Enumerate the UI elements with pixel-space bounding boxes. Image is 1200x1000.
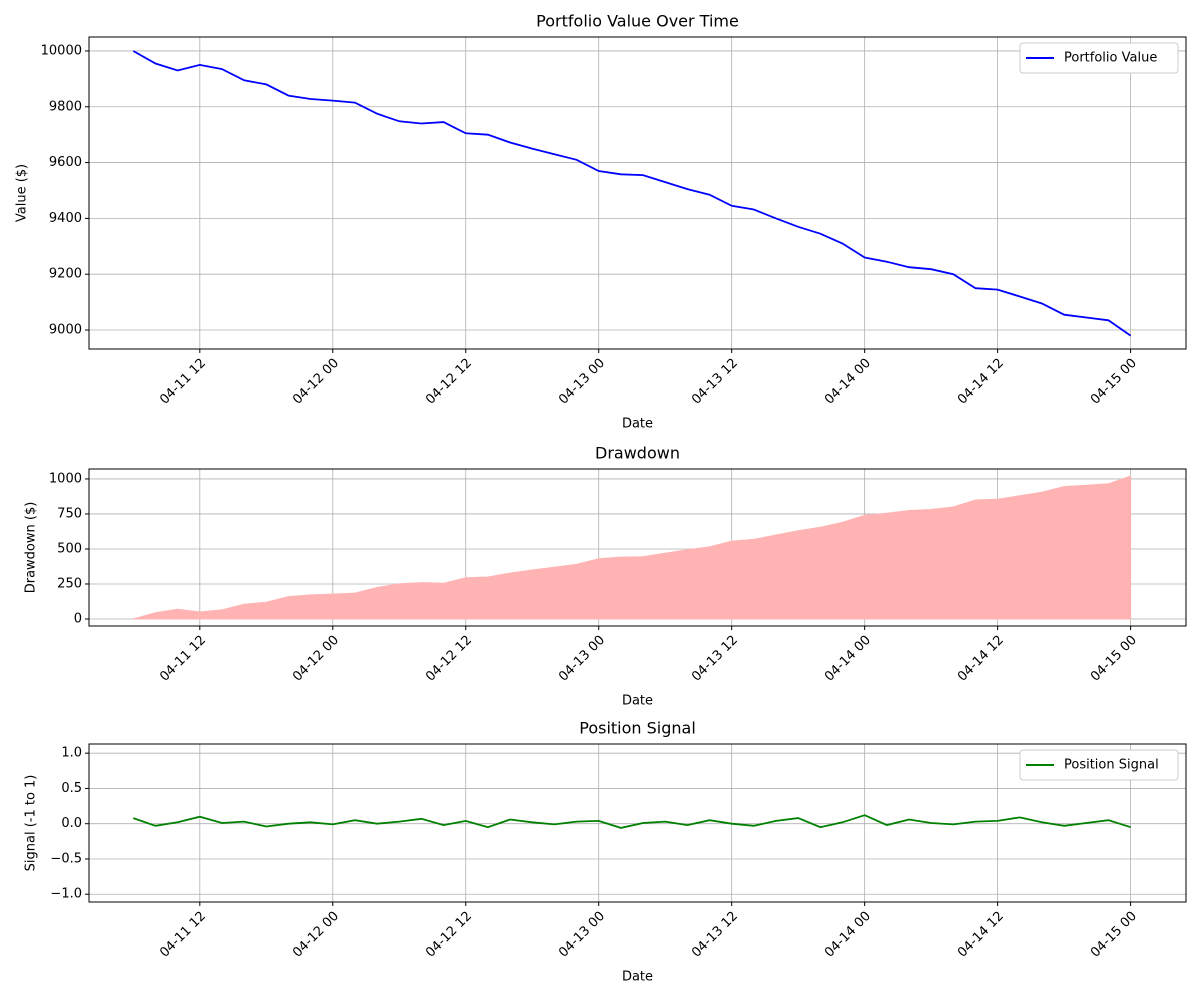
x-tick-label: 04-13 12 (689, 356, 741, 408)
y-tick-label: 0.0 (61, 816, 82, 831)
x-tick-label: 04-13 00 (556, 356, 608, 408)
y-tick-label: 0.5 (61, 781, 82, 796)
legend-label: Portfolio Value (1064, 51, 1157, 66)
x-tick-label: 04-13 12 (689, 633, 741, 685)
x-tick-label: 04-11 12 (157, 909, 209, 961)
x-tick-label: 04-13 00 (556, 633, 608, 685)
y-tick-label: 0 (74, 611, 82, 626)
x-tick-label: 04-14 00 (822, 356, 874, 408)
y-tick-label: 9000 (49, 323, 82, 338)
x-tick-label: 04-12 12 (423, 633, 475, 685)
x-tick-label: 04-12 00 (290, 356, 342, 408)
y-tick-label: 750 (57, 506, 82, 521)
line (132, 50, 1132, 337)
x-tick-label: 04-11 12 (157, 633, 209, 685)
y-tick-label: 9600 (49, 155, 82, 170)
x-tick-label: 04-14 12 (955, 909, 1007, 961)
legend-box (1019, 42, 1179, 74)
chart-title: Position Signal (579, 719, 696, 738)
chart-title: Drawdown (595, 444, 680, 463)
y-tick-label: 9800 (49, 99, 82, 114)
y-tick-label: 1000 (49, 471, 82, 486)
plot-frame (88, 743, 1187, 903)
y-tick-label: 9200 (49, 267, 82, 282)
plot-frame (88, 468, 1187, 627)
x-tick-label: 04-14 12 (955, 356, 1007, 408)
area (133, 475, 1132, 620)
x-axis-label: Date (622, 970, 653, 985)
x-tick-label: 04-14 12 (955, 633, 1007, 685)
x-tick-label: 04-14 00 (822, 909, 874, 961)
x-tick-label: 04-14 00 (822, 633, 874, 685)
x-tick-label: 04-13 00 (556, 909, 608, 961)
x-tick-label: 04-12 12 (423, 356, 475, 408)
y-tick-label: 1.0 (61, 746, 82, 761)
y-axis-label: Value ($) (15, 164, 30, 222)
y-tick-label: 250 (57, 576, 82, 591)
y-tick-label: 10000 (41, 43, 82, 58)
y-tick-label: −0.5 (50, 851, 82, 866)
x-axis-label: Date (622, 417, 653, 432)
line (133, 814, 1131, 829)
y-tick-label: −1.0 (50, 887, 82, 902)
x-tick-label: 04-12 00 (290, 909, 342, 961)
x-tick-label: 04-12 00 (290, 633, 342, 685)
y-tick-label: 500 (57, 541, 82, 556)
y-tick-label: 9400 (49, 211, 82, 226)
x-tick-label: 04-13 12 (689, 909, 741, 961)
plot-frame (88, 36, 1187, 350)
x-tick-label: 04-12 12 (423, 909, 475, 961)
x-tick-label: 04-15 00 (1088, 909, 1140, 961)
y-axis-label: Drawdown ($) (24, 502, 39, 594)
x-tick-label: 04-15 00 (1088, 633, 1140, 685)
y-axis-label: Signal (-1 to 1) (24, 775, 39, 872)
legend-box (1019, 749, 1179, 781)
chart-title: Portfolio Value Over Time (536, 12, 739, 31)
x-tick-label: 04-11 12 (157, 356, 209, 408)
x-axis-label: Date (622, 694, 653, 709)
legend-label: Position Signal (1064, 758, 1159, 773)
x-tick-label: 04-15 00 (1088, 356, 1140, 408)
